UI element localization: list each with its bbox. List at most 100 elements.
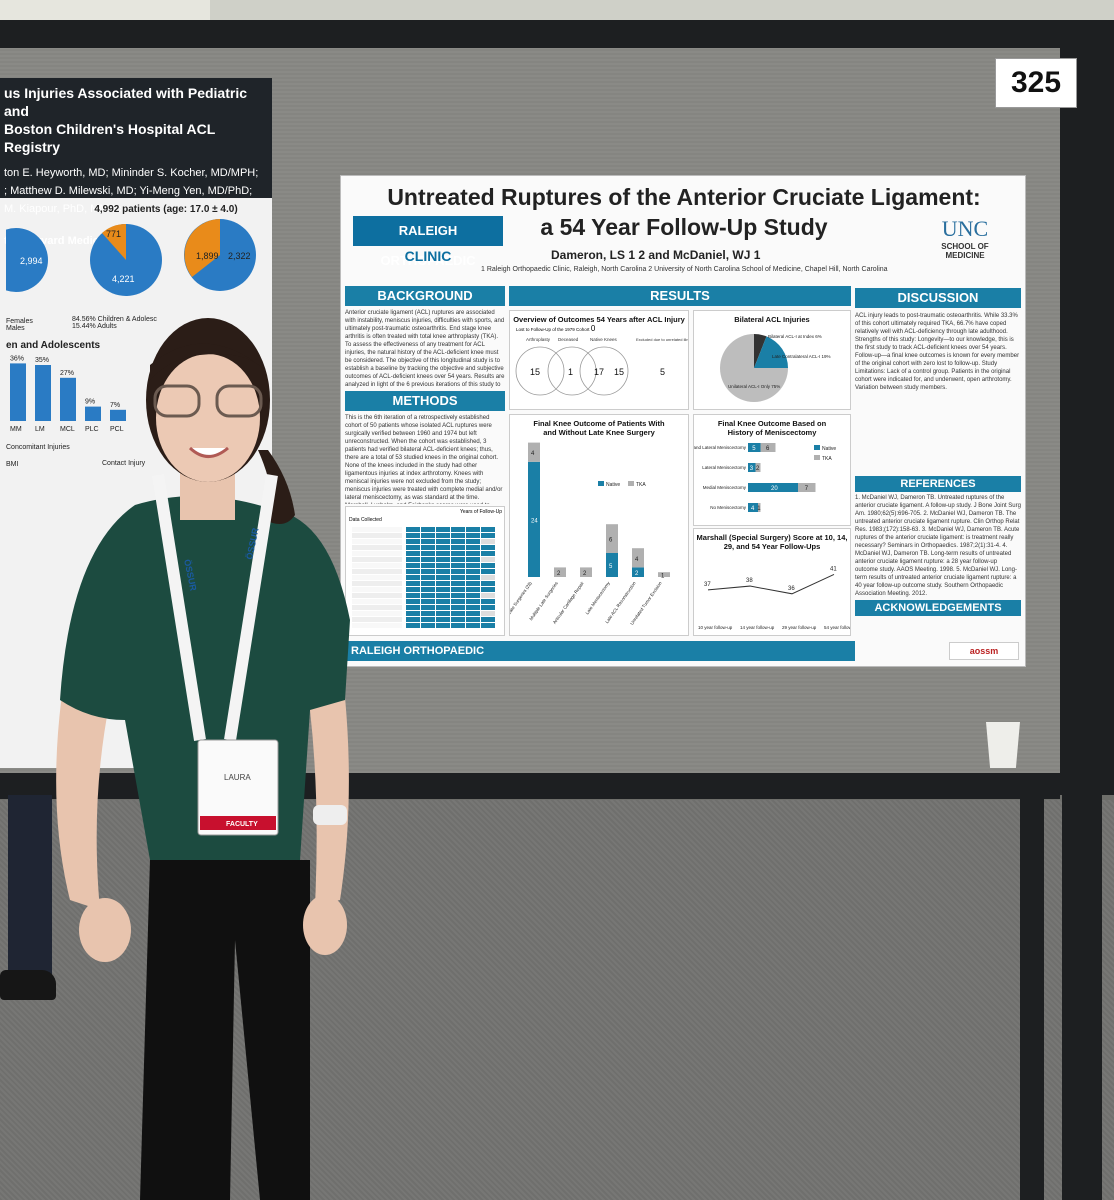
table-row-label [352,545,402,550]
table-cell [406,557,420,562]
table-cell [436,575,450,580]
final-bar-tka-label: 4 [531,451,535,457]
menisc-category: Lateral Meniscectomy [702,465,747,470]
legend-native-swatch [598,481,604,486]
final-title-1: Final Knee Outcome of Patients With [533,419,665,428]
table-row-label [352,611,402,616]
table-cell [436,599,450,604]
glasses-right [215,384,263,418]
left-poster-header: us Injuries Associated with Pediatric an… [0,78,272,247]
final-bar-tka-label: 2 [583,571,587,577]
menisc-category: Medial and Lateral Meniscectomy [694,445,747,450]
table-cell [451,533,465,538]
table-cell [421,527,435,532]
meniscectomy-box: Final Knee Outcome Based on History of M… [679,414,851,526]
name-badge [197,739,279,836]
meniscectomy-chart: Medial and Lateral Meniscectomy 5 6 Lateral… [679,443,836,512]
left-bar-pct: 7% [110,402,120,409]
bilateral-pie: Bilateral ACL-I at Index 6% Late Contrala… [720,334,831,402]
table-cell [406,611,420,616]
table-cell [436,617,450,622]
left-bar-pct: 27% [60,370,74,377]
results-header: RESULTS [509,286,851,306]
table-cell [451,575,465,580]
final-bar-tka [658,572,670,577]
menisc-bar-native [748,503,758,512]
poster-footer: RALEIGH ORTHOPAEDIC [345,641,855,661]
legend-native: Native [606,482,620,488]
left-poster-pies: 2,994 771 4,221 1,899 2,322 [0,219,256,296]
table-row-label [352,569,402,574]
venn-label: Excluded due to unrelated illness or dis… [636,337,688,342]
left-poster-authors-3: M. Kiapour, PhD, MMSc [4,203,122,215]
table-cell [406,605,420,610]
table-cell [481,611,495,616]
unc-logo: UNC SCHOOL OF MEDICINE [925,216,1005,260]
table-cell [481,575,495,580]
menisc-tka-label: 2 [756,466,760,472]
table-cell [406,617,420,622]
final-bar-tka-label: 1 [661,574,665,580]
final-title-2: and Without Late Knee Surgery [543,428,655,437]
table-cell [451,623,465,628]
unc-logo-sub: SCHOOL OF MEDICINE [941,242,989,260]
discussion-header: DISCUSSION [855,288,1021,308]
table-cell [481,587,495,592]
legend-adults: 15.44% Adults [72,323,117,330]
table-grid [352,527,495,628]
table-cell [436,611,450,616]
final-bar-tka-label: 4 [635,557,639,563]
left-poster-title-1: us Injuries Associated with Pediatric an… [4,85,247,119]
poster-title-line1: Untreated Ruptures of the Anterior Cruci… [387,184,981,210]
table-cell [466,563,480,568]
venn-label: Arthroplasty [526,337,551,342]
final-bar-category: Multiple Late Surgeries [528,580,559,621]
menisc-legend-native-swatch [814,445,820,450]
marshall-category: 29 year follow-up [782,625,817,630]
presenter-braid [258,450,295,524]
table-cell [421,539,435,544]
menisc-legend-native: Native [822,446,836,452]
table-cell [406,593,420,598]
final-bar-tka-label: 6 [609,538,613,544]
unc-logo-text: UNC [941,216,989,241]
pie-sex [0,228,48,292]
table-cell [436,581,450,586]
table-cell [481,557,495,562]
left-bar [110,409,126,421]
table-cell [481,569,495,574]
wall-panel [0,0,210,20]
methods-header: METHODS [345,391,505,411]
methods-text: This is the 6th iteration of a retrospec… [345,415,503,504]
table-cell [466,581,480,586]
table-cell [436,623,450,628]
table-cell [436,605,450,610]
table-cell [451,569,465,574]
table-cell [481,617,495,622]
table-cell [481,539,495,544]
pie-label-2322: 2,322 [228,251,251,261]
menisc-legend-tka: TKA [822,456,832,462]
table-cell [421,545,435,550]
table-cell [481,551,495,556]
left-bar-cat: MCL [60,426,75,433]
glasses-left [153,384,201,418]
bilateral-label: Bilateral ACL-I at Index 6% [768,334,822,339]
table-cell [481,563,495,568]
table-cell [421,593,435,598]
table-cell [406,581,420,586]
table-cell [451,593,465,598]
bilateral-slice [754,334,767,368]
ack-header: ACKNOWLEDGEMENTS [855,600,1021,616]
presenter-face [156,354,260,482]
menisc-native-label: 4 [751,506,755,512]
marshall-box: Marshall (Special Surgery) Score at 10, … [693,528,859,636]
menisc-tka-label: 7 [805,486,809,492]
table-cell [451,605,465,610]
presenter-bangs [150,343,265,380]
table-cell [466,605,480,610]
table-cell [466,545,480,550]
table-cell [466,539,480,544]
marshall-chart: 37 10 year follow-up 38 14 year follow-up 36… [698,566,859,630]
table-row-label [352,557,402,562]
